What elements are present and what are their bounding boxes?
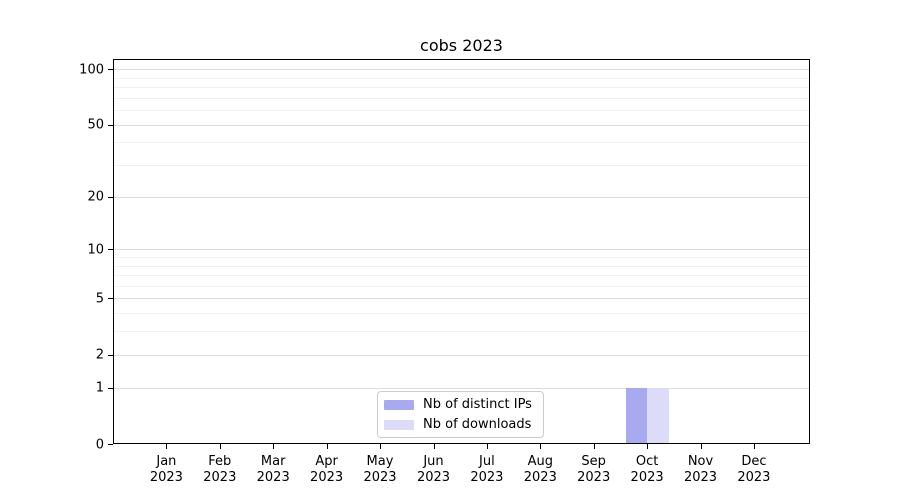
minor-gridline — [114, 110, 809, 111]
major-gridline — [114, 196, 809, 198]
y-tick-label: 50 — [87, 117, 104, 133]
major-gridline — [114, 249, 809, 251]
chart-title: cobs 2023 — [420, 36, 503, 55]
y-tick-mark — [108, 298, 113, 300]
legend: Nb of distinct IPs Nb of downloads — [377, 391, 544, 438]
x-tick-mark — [433, 444, 435, 449]
y-tick-label: 10 — [87, 242, 104, 258]
minor-gridline — [114, 265, 809, 267]
legend-entry-distinct-ips: Nb of distinct IPs — [384, 396, 535, 413]
legend-label-distinct-ips: Nb of distinct IPs — [423, 397, 532, 412]
x-tick-label-mar: Mar 2023 — [256, 454, 290, 485]
x-tick-label-sep: Sep 2023 — [577, 454, 611, 485]
x-tick-label-dec: Dec 2023 — [737, 454, 771, 485]
x-tick-mark — [166, 444, 168, 449]
legend-swatch-downloads — [384, 419, 414, 430]
y-tick-mark — [108, 124, 113, 126]
minor-gridline — [114, 256, 809, 258]
y-tick-label: 5 — [95, 291, 104, 307]
x-tick-mark — [753, 444, 755, 449]
x-tick-label-oct: Oct 2023 — [630, 454, 664, 485]
y-tick-label: 0 — [95, 437, 104, 452]
x-tick-label-jun: Jun 2023 — [416, 454, 451, 485]
y-tick-label: 1 — [95, 380, 104, 396]
major-gridline — [114, 387, 809, 389]
minor-gridline — [114, 331, 809, 333]
y-tick-mark — [108, 196, 113, 198]
x-tick-label-jul: Jul 2023 — [470, 454, 504, 485]
x-tick-mark — [219, 444, 221, 449]
major-gridline — [114, 124, 809, 126]
minor-gridline — [114, 97, 809, 99]
x-tick-mark — [273, 444, 275, 449]
x-tick-mark — [700, 444, 702, 449]
x-tick-label-apr: Apr 2023 — [310, 454, 344, 485]
minor-gridline — [114, 77, 809, 79]
y-tick-mark — [108, 354, 113, 356]
minor-gridline — [114, 142, 809, 144]
y-tick-label: 20 — [87, 189, 104, 205]
x-tick-label-aug: Aug 2023 — [523, 454, 557, 485]
x-tick-label-nov: Nov 2023 — [683, 454, 718, 485]
x-tick-mark — [593, 444, 595, 449]
x-tick-mark — [647, 444, 649, 449]
x-tick-mark — [380, 444, 381, 449]
legend-label-downloads: Nb of downloads — [423, 417, 532, 432]
legend-entry-downloads: Nb of downloads — [384, 416, 535, 433]
minor-gridline — [114, 275, 809, 276]
minor-gridline — [114, 313, 809, 315]
x-tick-mark — [326, 444, 328, 449]
y-tick-mark — [108, 444, 113, 445]
major-gridline — [114, 354, 809, 356]
minor-gridline — [114, 165, 809, 166]
major-gridline — [114, 298, 809, 300]
bar-downloads-oct — [647, 387, 669, 444]
x-tick-label-may: May 2023 — [363, 454, 397, 485]
y-tick-mark — [108, 387, 113, 389]
minor-gridline — [114, 285, 809, 287]
x-tick-label-jan: Jan 2023 — [149, 454, 183, 485]
minor-gridline — [114, 86, 809, 88]
major-gridline — [114, 69, 809, 70]
x-tick-mark — [486, 444, 488, 449]
legend-swatch-distinct-ips — [384, 399, 414, 410]
x-tick-label-feb: Feb 2023 — [203, 454, 237, 485]
plot-area-border — [113, 59, 810, 444]
y-tick-mark — [108, 249, 113, 251]
x-tick-mark — [540, 444, 542, 449]
y-tick-mark — [108, 69, 113, 70]
y-tick-label: 100 — [79, 62, 104, 77]
y-tick-label: 2 — [95, 347, 104, 363]
bar-distinct-ips-oct — [625, 387, 648, 444]
